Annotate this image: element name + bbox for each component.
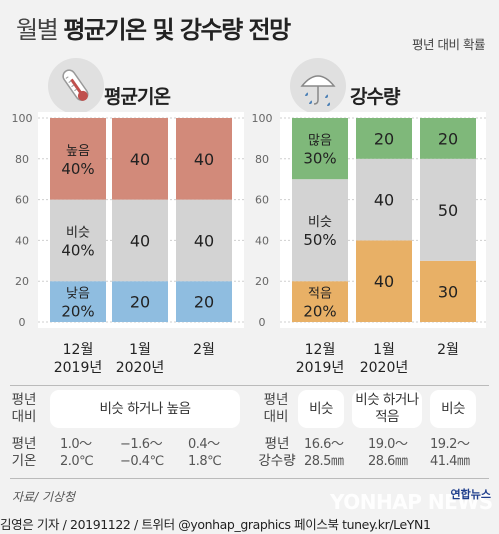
data-label-1-1-1: 40	[374, 191, 394, 210]
title-main: 평균기온 및 강수량 전망	[63, 16, 291, 44]
logo: 연합뉴스	[450, 488, 491, 501]
bar-1-0-0	[292, 281, 348, 322]
data-label-1-0-1: 50%	[303, 231, 336, 249]
data-label-0-0-1: 40%	[61, 241, 94, 259]
bar-0-1-2	[112, 118, 168, 200]
row-label-normal-compare: 평년 대비	[11, 392, 37, 425]
tick-label-0-5: 100	[12, 112, 33, 125]
temp-normal-dec: 1.0〜 2.0℃	[60, 437, 94, 469]
umbrella-rain-icon	[290, 58, 346, 114]
bar-0-1-1	[112, 199, 168, 282]
table-divider	[10, 385, 489, 386]
series-name-label-0-2: 높음	[66, 144, 90, 159]
data-label-1-1-2: 20	[374, 129, 394, 148]
temp-normal-jan: −1.6〜 −0.4℃	[120, 437, 164, 469]
bar-0-0-0	[50, 281, 106, 322]
data-label-0-0-0: 20%	[61, 303, 94, 321]
precip-outlook-pill-feb: 비슷	[430, 390, 476, 428]
bar-1-2-2	[420, 118, 476, 159]
bar-1-2-1	[420, 158, 476, 261]
series-name-label-1-0: 적음	[308, 287, 332, 302]
data-label-0-2-1: 40	[194, 231, 214, 250]
category-label-0-1-0: 1월	[129, 342, 151, 358]
data-label-1-2-0: 30	[438, 282, 458, 301]
category-label-1-2-0: 2월	[437, 342, 459, 358]
tick-label-0-0: 0	[19, 316, 26, 329]
tick-label-1-0: 0	[259, 316, 266, 329]
precip-normal-dec: 16.6〜 28.5㎜	[304, 437, 344, 469]
bar-0-1-0	[112, 281, 168, 322]
tick-label-0-1: 20	[15, 275, 29, 288]
temp-outlook-pill: 비슷 하거나 높음	[50, 390, 240, 428]
temp-normal-feb: 0.4〜 1.8℃	[188, 437, 222, 469]
tick-label-1-4: 80	[255, 153, 269, 166]
category-label-0-0-0: 12월	[63, 342, 94, 358]
data-label-0-1-0: 20	[130, 293, 150, 312]
bar-0-0-1	[50, 199, 106, 282]
bar-1-0-2	[292, 118, 348, 180]
data-label-1-0-2: 30%	[303, 150, 336, 168]
category-label-1-0-1: 2019년	[296, 360, 345, 376]
bar-1-1-0	[356, 240, 412, 322]
series-name-label-0-0: 낮음	[66, 287, 90, 302]
category-label-1-1-0: 1월	[373, 342, 395, 358]
category-label-0-0-1: 2019년	[54, 360, 103, 376]
data-label-1-2-1: 50	[438, 201, 458, 220]
tick-label-0-4: 80	[15, 153, 29, 166]
row-label-normal-precip: 평년 강수량	[258, 436, 296, 469]
outlook-charts: 020406080100낮음20%비슷40%높음40%12월2019년20404…	[12, 112, 486, 376]
precip-outlook-pill-dec: 비슷	[298, 390, 344, 428]
title-prefix: 월별	[16, 16, 59, 44]
data-label-0-1-2: 40	[130, 150, 150, 169]
data-label-0-0-2: 40%	[61, 160, 94, 178]
tick-label-1-1: 20	[255, 275, 269, 288]
category-label-1-1-1: 2020년	[360, 360, 409, 376]
precip-normal-feb: 19.2〜 41.4㎜	[430, 437, 470, 469]
precip-outlook-pill-jan: 비슷 하거나 적음	[352, 390, 422, 428]
bar-0-2-1	[176, 199, 232, 282]
category-label-0-2-0: 2월	[193, 342, 215, 358]
footer-divider	[10, 478, 489, 479]
data-label-1-2-2: 20	[438, 129, 458, 148]
thermometer-icon	[48, 58, 104, 114]
precipitation-panel-title: 강수량	[350, 86, 400, 108]
bar-1-2-0	[420, 260, 476, 322]
series-name-label-0-1: 비슷	[66, 225, 90, 240]
probability-note: 평년 대비 확률	[412, 37, 485, 52]
data-label-1-1-0: 40	[374, 272, 394, 291]
bar-1-0-1	[292, 179, 348, 282]
data-label-0-2-0: 20	[194, 293, 214, 312]
category-label-0-1-1: 2020년	[116, 360, 165, 376]
tick-label-1-3: 60	[255, 194, 269, 207]
tick-label-1-5: 100	[252, 112, 273, 125]
row-label-normal-compare-precip: 평년 대비	[263, 392, 289, 425]
precip-normal-jan: 19.0〜 28.6㎜	[368, 437, 408, 469]
page-title: 월별 평균기온 및 강수량 전망	[16, 10, 291, 45]
bar-0-2-2	[176, 118, 232, 200]
bar-1-1-2	[356, 118, 412, 159]
credit-line: 김영은 기자 / 20191122 / 트위터 @yonhap_graphics…	[0, 517, 431, 532]
temperature-panel-title: 평균기온	[104, 86, 171, 108]
watermark: YONHAP NEWS	[330, 490, 493, 514]
row-label-normal-temp: 평년 기온	[11, 436, 37, 469]
tick-label-0-2: 40	[15, 234, 29, 247]
bar-1-1-1	[356, 158, 412, 241]
tick-label-0-3: 60	[15, 194, 29, 207]
category-label-1-0-0: 12월	[305, 342, 336, 358]
data-label-0-2-2: 40	[194, 150, 214, 169]
data-label-1-0-0: 20%	[303, 303, 336, 321]
bar-0-2-0	[176, 281, 232, 322]
data-label-0-1-1: 40	[130, 231, 150, 250]
tick-label-1-2: 40	[255, 234, 269, 247]
series-name-label-1-2: 많음	[308, 134, 332, 149]
source-text: 자료/ 기상청	[12, 490, 76, 504]
series-name-label-1-1: 비슷	[308, 215, 332, 230]
bar-0-0-2	[50, 118, 106, 200]
